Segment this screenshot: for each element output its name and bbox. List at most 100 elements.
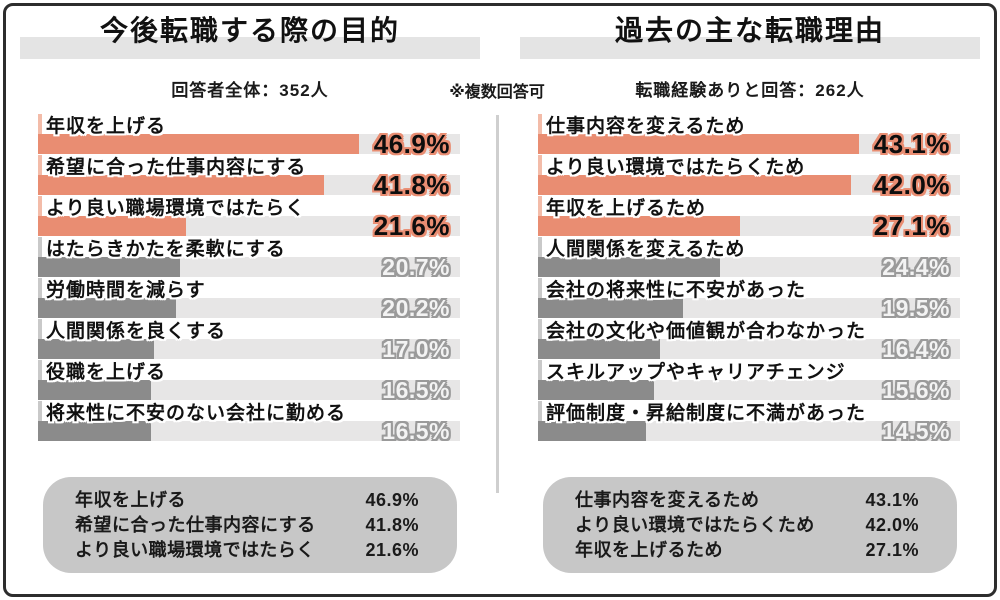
bar-row: 労働時間を減らす 20.2% [38,277,460,321]
row-accent-tick [38,237,42,258]
bar-track [538,216,960,236]
bar-value: 15.6% [882,377,950,403]
bar-track [38,298,460,318]
bar-track [538,257,960,277]
summary-row: 仕事内容を変えるため 43.1% [575,488,919,513]
row-accent-tick [538,401,542,422]
bar-value: 16.4% [882,336,950,362]
bar-value: 16.5% [382,418,450,444]
summary-label: 希望に合った仕事内容にする [75,514,316,535]
bar-value: 41.8% [373,170,450,200]
bar [538,175,851,195]
row-accent-tick [38,401,42,422]
bar-track [538,380,960,400]
bar [538,134,859,154]
summary-value: 41.8% [365,514,419,535]
bar-value: 46.9% [373,129,450,159]
bar-track [38,175,460,195]
bar-value: 42.0% [873,170,950,200]
bar-row: 人間関係を変えるため 24.4% [538,236,960,280]
bar-value: 24.4% [882,254,950,280]
bar-row: 会社の将来性に不安があった 19.5% [538,277,960,321]
bar-value: 17.0% [382,336,450,362]
bar [38,380,151,400]
summary-box: 仕事内容を変えるため 43.1% より良い環境ではたらくため 42.0% 年収を上げるた… [543,477,957,573]
bar-label: 評価制度・昇給制度に不満があった [546,403,867,424]
bar-track [38,216,460,236]
bar-value: 16.5% [382,377,450,403]
bar-track [538,175,960,195]
chart-rows: 年収を上げる 46.9% 希望に合った仕事内容にする 41.8% より良い職場環境ではた… [38,113,460,444]
summary-label: より良い職場環境ではたらく [75,539,315,560]
bar-track [538,298,960,318]
row-accent-tick [38,114,42,135]
bar [38,298,177,318]
bar [538,421,646,441]
panel-divider [496,115,499,493]
bar-row: 会社の文化や価値観が合わなかった 16.4% [538,318,960,362]
summary-row: 年収を上げるため 27.1% [575,538,919,563]
bar-row: スキルアップやキャリアチェンジ 15.6% [538,359,960,403]
bar [38,257,180,277]
summary-label: 仕事内容を変えるため [575,489,760,510]
bar [538,380,655,400]
bar-label: 役職を上げる [46,362,167,383]
bar-label: 年収を上げるため [546,198,707,219]
summary-box: 年収を上げる 46.9% 希望に合った仕事内容にする 41.8% より良い職場環境ではた… [43,477,457,573]
bar-row: 評価制度・昇給制度に不満があった 14.5% [538,400,960,443]
row-accent-tick [538,196,542,217]
bar-row: 人間関係を良くする 17.0% [38,318,460,362]
bar-label: 将来性に不安のない会社に勤める [46,403,347,424]
chart-title-block: 過去の主な転職理由 [520,0,980,62]
bar-track [538,339,960,359]
bar-label: スキルアップやキャリアチェンジ [546,362,846,383]
bar-value: 20.7% [382,254,450,280]
summary-value: 27.1% [865,539,919,560]
bar [538,216,740,236]
bar-label: 会社の将来性に不安があった [546,280,807,301]
row-accent-tick [38,360,42,381]
row-accent-tick [38,155,42,176]
bar-track [538,134,960,154]
bar-track [38,380,460,400]
bar [38,421,151,441]
chart-future-purpose: 今後転職する際の目的 回答者全体：352人 年収を上げる 46.9% 希望に合った仕… [20,0,480,600]
bar-row: 将来性に不安のない会社に勤める 16.5% [38,400,460,444]
bar-track [38,134,460,154]
bar-label: はたらきかたを柔軟にする [46,239,286,260]
bar-row: より良い環境ではたらくため 42.0% [538,154,960,200]
bar [538,298,684,318]
bar-label: 仕事内容を変えるため [546,116,746,137]
bar-label: 年収を上げる [46,116,167,137]
bar-value: 20.2% [382,295,450,321]
summary-value: 46.9% [365,489,419,510]
bar-label: より良い職場環境ではたらく [46,198,306,219]
summary-value: 21.6% [365,539,419,560]
bar [38,175,324,195]
summary-row: より良い職場環境ではたらく 21.6% [75,538,419,563]
row-accent-tick [538,278,542,299]
bar-row: 役職を上げる 16.5% [38,359,460,403]
bar-row: 年収を上げる 46.9% [38,113,460,159]
bar-value: 27.1% [873,211,950,241]
respondent-count: 回答者全体：352人 [171,81,329,100]
summary-label: より良い環境ではたらくため [575,514,815,535]
row-accent-tick [38,196,42,217]
bar-label: 人間関係を良くする [46,321,227,342]
bar [38,134,359,154]
title-highlight-band [20,37,480,59]
chart-past-reasons: 過去の主な転職理由 転職経験ありと回答：262人 仕事内容を変えるため 43.1%… [520,0,980,600]
row-accent-tick [538,237,542,258]
bar [538,257,720,277]
bar-value: 21.6% [373,211,450,241]
row-accent-tick [538,155,542,176]
bar-track [38,257,460,277]
bar-row: はたらきかたを柔軟にする 20.7% [38,236,460,280]
bar-label: 希望に合った仕事内容にする [46,157,307,178]
summary-value: 42.0% [865,514,919,535]
row-accent-tick [538,114,542,135]
row-accent-tick [538,360,542,381]
bar-value: 19.5% [882,295,950,321]
bar-label: より良い環境ではたらくため [546,157,806,178]
